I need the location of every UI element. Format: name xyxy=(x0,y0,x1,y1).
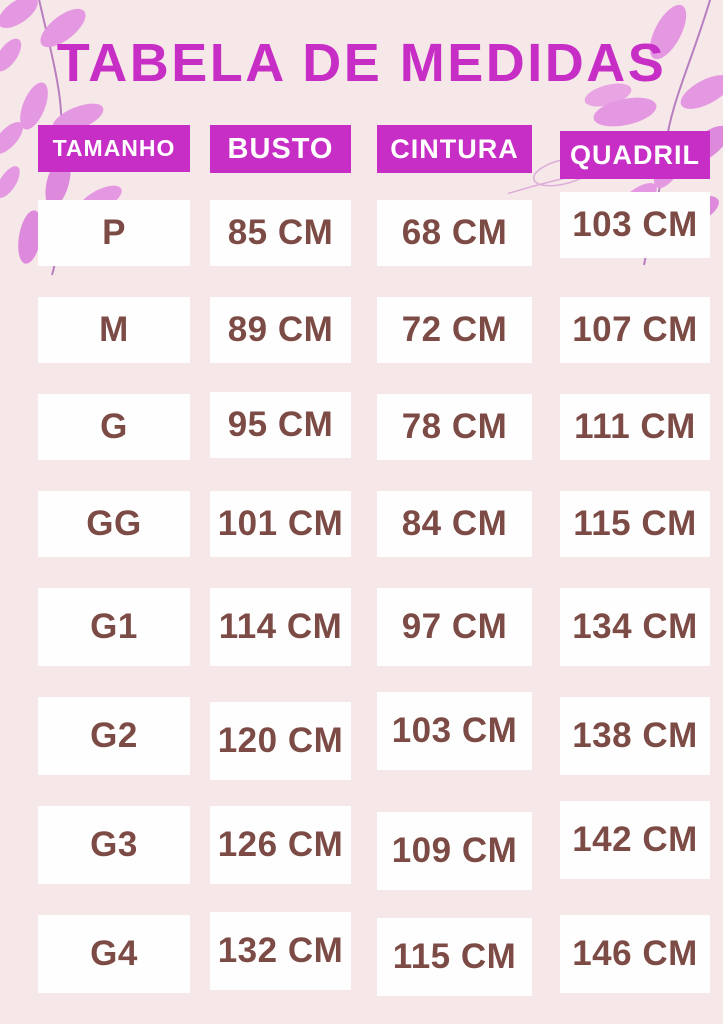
table-row: G1 114 CM 97 CM 134 CM xyxy=(0,588,723,667)
header-cell-quadril: QUADRIL xyxy=(560,131,710,180)
table-row: P 85 CM 68 CM 103 CM xyxy=(0,192,723,267)
cell-tamanho: G4 xyxy=(38,915,190,994)
cell-busto: 101 CM xyxy=(210,491,351,558)
cell-quadril: 146 CM xyxy=(560,915,710,994)
cell-tamanho: G3 xyxy=(38,806,190,885)
table-row: GG 101 CM 84 CM 115 CM xyxy=(0,491,723,558)
cell-tamanho: G2 xyxy=(38,697,190,776)
cell-cintura: 115 CM xyxy=(377,918,532,997)
cell-cintura: 109 CM xyxy=(377,812,532,891)
page-title: TABELA DE MEDIDAS xyxy=(56,33,667,93)
cell-cintura: 78 CM xyxy=(377,394,532,461)
cell-cintura: 68 CM xyxy=(377,200,532,267)
table-header-row: TAMANHO BUSTO CINTURA QUADRIL xyxy=(0,125,723,180)
table-row: G4 132 CM 115 CM 146 CM xyxy=(0,912,723,997)
cell-quadril: 138 CM xyxy=(560,697,710,776)
cell-busto: 85 CM xyxy=(210,200,351,267)
cell-tamanho: G xyxy=(38,394,190,461)
cell-quadril: 115 CM xyxy=(560,491,710,558)
table-row: M 89 CM 72 CM 107 CM xyxy=(0,297,723,364)
size-chart-content: TABELA DE MEDIDAS TAMANHO BUSTO CINTURA … xyxy=(0,33,723,997)
cell-quadril: 103 CM xyxy=(560,192,710,259)
table-row: G 95 CM 78 CM 111 CM xyxy=(0,392,723,461)
cell-busto: 132 CM xyxy=(210,912,351,991)
table-row: G3 126 CM 109 CM 142 CM xyxy=(0,801,723,891)
cell-busto: 89 CM xyxy=(210,297,351,364)
cell-tamanho: P xyxy=(38,200,190,267)
table-body: P 85 CM 68 CM 103 CM M 89 CM 72 CM 107 C… xyxy=(0,192,723,997)
cell-cintura: 103 CM xyxy=(377,692,532,771)
cell-cintura: 72 CM xyxy=(377,297,532,364)
cell-busto: 95 CM xyxy=(210,392,351,459)
cell-quadril: 142 CM xyxy=(560,801,710,880)
header-cell-cintura: CINTURA xyxy=(377,125,532,174)
cell-tamanho: GG xyxy=(38,491,190,558)
cell-cintura: 97 CM xyxy=(377,588,532,667)
header-cell-tamanho: TAMANHO xyxy=(38,125,190,173)
cell-quadril: 111 CM xyxy=(560,394,710,461)
cell-busto: 126 CM xyxy=(210,806,351,885)
header-cell-busto: BUSTO xyxy=(210,125,351,174)
cell-cintura: 84 CM xyxy=(377,491,532,558)
cell-tamanho: G1 xyxy=(38,588,190,667)
cell-tamanho: M xyxy=(38,297,190,364)
cell-busto: 114 CM xyxy=(210,588,351,667)
cell-quadril: 134 CM xyxy=(560,588,710,667)
table-row: G2 120 CM 103 CM 138 CM xyxy=(0,692,723,781)
cell-quadril: 107 CM xyxy=(560,297,710,364)
cell-busto: 120 CM xyxy=(210,702,351,781)
